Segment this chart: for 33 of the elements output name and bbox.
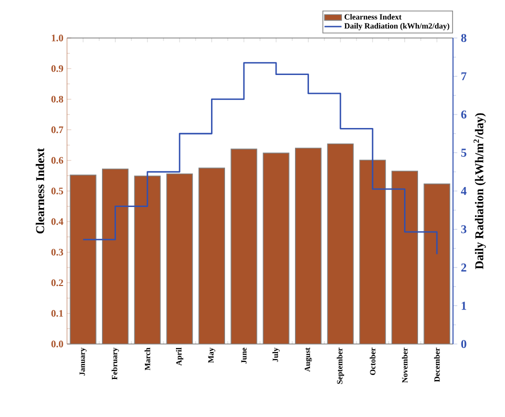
y-tick-label: 0.8 — [51, 96, 64, 103]
y2-tick-label: 2 — [461, 264, 466, 272]
bar — [198, 168, 226, 344]
bar — [166, 173, 193, 344]
bar — [102, 168, 129, 344]
y2-tick-label: 4 — [460, 187, 467, 195]
y-tick-label: 0.6 — [51, 157, 64, 164]
y-tick-label: 0.4 — [51, 218, 64, 225]
y-tick-label: 0.1 — [51, 310, 63, 317]
y2-tick-label: 6 — [461, 110, 466, 119]
bar — [230, 148, 258, 344]
y-tick-label: 0.9 — [51, 65, 64, 72]
bar — [424, 184, 450, 344]
y2-tick-label: 0 — [461, 340, 466, 348]
y-tick-label: 0.7 — [51, 126, 64, 134]
y2-tick-label: 3 — [461, 225, 466, 234]
y-tick-label: 0.3 — [51, 248, 64, 256]
y2-tick-label: 5 — [461, 148, 466, 157]
bar — [294, 148, 322, 344]
bar — [134, 176, 161, 344]
bar — [262, 152, 290, 344]
y2-tick-label: 7 — [461, 72, 466, 80]
y2-tick-label: 8 — [461, 34, 466, 42]
bar — [359, 160, 386, 344]
y-tick-label: 1.0 — [52, 34, 64, 42]
y-tick-label: 0.2 — [51, 279, 64, 286]
bar — [391, 170, 418, 344]
y-tick-label: 0.0 — [51, 340, 64, 348]
bar — [327, 143, 354, 344]
y2-axis-title: Daily Radiation (kWh/m$^{2}$/day) — [474, 113, 486, 270]
y-tick-label: 0.5 — [51, 188, 64, 194]
y-axis-title: Clearness Indext — [36, 148, 44, 234]
y2-tick-label: 1 — [462, 302, 466, 310]
